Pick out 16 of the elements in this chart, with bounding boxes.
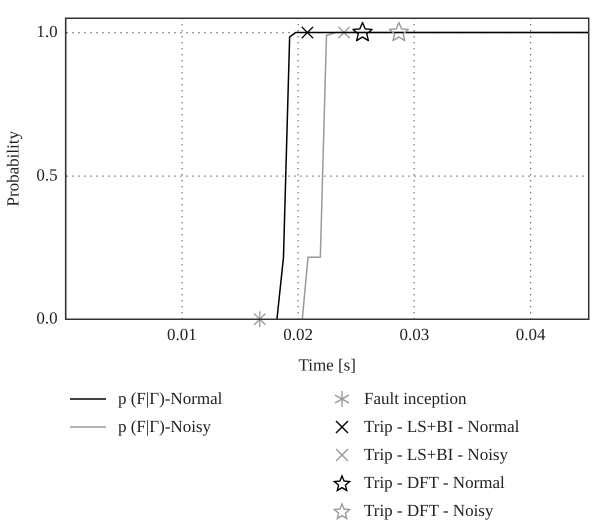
y-axis-title: Probability bbox=[4, 130, 23, 206]
legend-label: Trip - LS+BI - Normal bbox=[364, 417, 520, 437]
legend-label: Trip - LS+BI - Noisy bbox=[364, 445, 508, 465]
y-tick-label: 0.5 bbox=[36, 165, 58, 184]
legend-label: Fault inception bbox=[364, 389, 466, 409]
x-axis-title: Time [s] bbox=[298, 355, 356, 374]
legend-label: p (F|Γ)-Normal bbox=[118, 389, 222, 409]
x-tick-label: 0.02 bbox=[283, 324, 313, 344]
legend-label: Trip - DFT - Normal bbox=[364, 473, 505, 493]
y-tick-label: 0.0 bbox=[36, 308, 58, 328]
x-tick-label: 0.04 bbox=[516, 324, 546, 344]
legend-label: p (F|Γ)-Noisy bbox=[118, 417, 212, 437]
y-tick-label: 1.0 bbox=[36, 22, 58, 41]
x-tick-label: 0.01 bbox=[167, 324, 197, 344]
legend-label: Trip - DFT - Noisy bbox=[364, 501, 494, 521]
x-tick-label: 0.03 bbox=[399, 324, 430, 344]
